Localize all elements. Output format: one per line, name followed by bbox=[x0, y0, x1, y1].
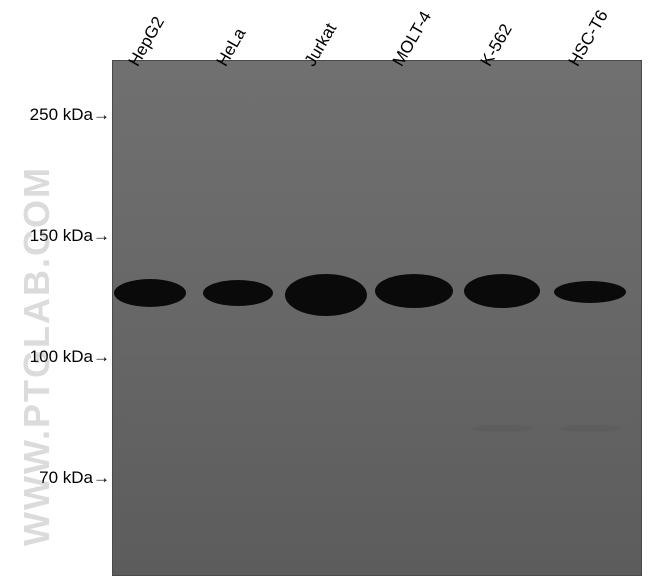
band-lane-4 bbox=[464, 274, 540, 308]
band-lane-3 bbox=[375, 274, 453, 308]
band-lane-2 bbox=[285, 274, 367, 316]
faint-band-0 bbox=[472, 425, 532, 432]
mw-label-0: 250 kDa→ bbox=[0, 105, 110, 125]
band-lane-5 bbox=[554, 281, 626, 303]
faint-band-1 bbox=[560, 425, 620, 432]
watermark-text: WWW.PTGLAB.COM bbox=[16, 126, 58, 546]
blot-membrane bbox=[112, 60, 642, 576]
band-lane-0 bbox=[114, 279, 186, 307]
band-lane-1 bbox=[203, 280, 273, 306]
figure-container: HepG2HeLaJurkatMOLT-4K-562HSC-T6 250 kDa… bbox=[0, 0, 650, 582]
